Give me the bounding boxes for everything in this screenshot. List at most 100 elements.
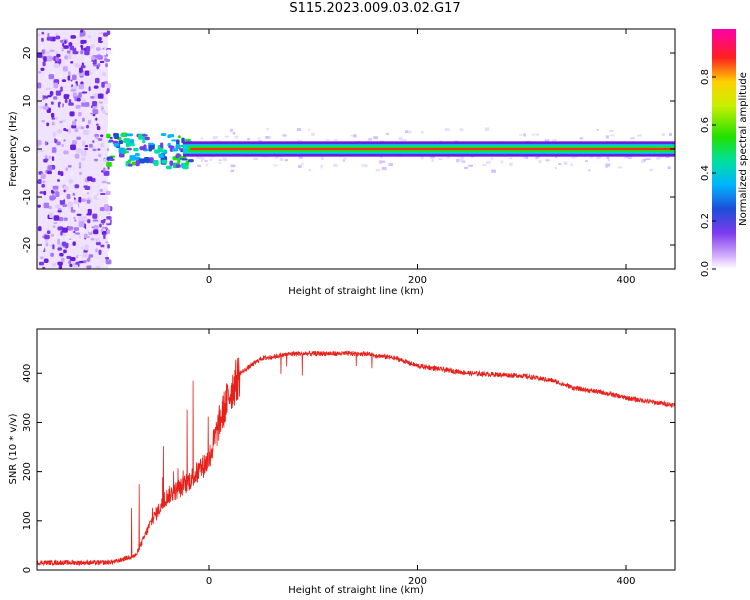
noise-speckle xyxy=(55,51,58,55)
halo-speckle xyxy=(606,156,609,159)
halo-speckle xyxy=(643,158,647,162)
noise-speckle xyxy=(37,204,41,208)
noise-speckle xyxy=(97,93,104,99)
noise-speckle xyxy=(91,56,96,61)
noise-speckle xyxy=(77,111,82,117)
noise-speckle xyxy=(80,121,86,127)
bottom-x-tick-label: 200 xyxy=(408,576,427,587)
noise-speckle xyxy=(62,119,66,122)
halo-speckle xyxy=(491,169,497,173)
noise-speckle xyxy=(62,66,68,72)
noise-speckle xyxy=(85,124,89,129)
noise-speckle xyxy=(60,175,65,181)
noise-speckle xyxy=(50,112,55,118)
noise-speckle xyxy=(49,195,55,201)
noise-speckle xyxy=(70,61,74,64)
noise-speckle xyxy=(83,233,88,239)
noise-speckle xyxy=(46,122,50,127)
noise-speckle xyxy=(69,170,74,176)
transition-blob xyxy=(134,153,140,157)
noise-speckle xyxy=(106,216,112,219)
halo-speckle xyxy=(605,163,611,167)
noise-speckle xyxy=(38,261,45,266)
noise-speckle xyxy=(106,181,111,185)
noise-speckle xyxy=(68,96,74,100)
noise-speckle xyxy=(46,55,53,62)
noise-speckle xyxy=(83,260,87,264)
noise-speckle xyxy=(92,219,99,222)
transition-blob xyxy=(169,160,174,166)
halo-speckle xyxy=(298,156,303,159)
noise-speckle xyxy=(57,170,61,176)
noise-speckle xyxy=(98,101,104,104)
noise-speckle xyxy=(101,230,107,236)
noise-speckle xyxy=(74,63,80,68)
noise-speckle xyxy=(45,238,48,244)
colorbar-label: Normalized spectral amplitude xyxy=(738,72,749,226)
noise-speckle xyxy=(46,246,53,250)
noise-speckle xyxy=(95,72,98,78)
noise-speckle xyxy=(55,56,60,62)
noise-speckle xyxy=(74,184,80,189)
noise-speckle xyxy=(75,104,81,109)
noise-speckle xyxy=(95,259,99,263)
halo-speckle xyxy=(623,155,627,159)
noise-speckle xyxy=(37,226,42,232)
halo-speckle xyxy=(463,166,469,170)
noise-speckle xyxy=(97,63,101,68)
halo-speckle xyxy=(274,156,277,159)
noise-speckle xyxy=(61,143,64,148)
noise-speckle xyxy=(78,196,82,203)
noise-speckle xyxy=(69,257,76,262)
noise-speckle xyxy=(93,225,99,230)
noise-speckle xyxy=(73,199,79,205)
transition-blob xyxy=(131,161,136,166)
halo-speckle xyxy=(301,162,304,166)
noise-speckle xyxy=(61,47,64,52)
halo-speckle xyxy=(461,155,465,160)
noise-speckle xyxy=(105,141,111,148)
noise-speckle xyxy=(56,129,63,134)
transition-blob xyxy=(129,155,136,161)
noise-speckle xyxy=(93,229,99,235)
noise-speckle xyxy=(39,157,42,160)
halo-speckle xyxy=(258,140,263,142)
noise-speckle xyxy=(37,33,41,37)
noise-speckle xyxy=(60,100,65,104)
top-y-tick-label: 10 xyxy=(22,95,33,108)
transition-blob xyxy=(139,146,145,151)
noise-speckle xyxy=(57,210,62,213)
transition-blob xyxy=(109,158,115,161)
noise-speckle xyxy=(101,180,107,184)
noise-speckle xyxy=(73,230,76,234)
noise-speckle xyxy=(65,235,70,241)
transition-blob xyxy=(158,149,166,153)
noise-speckle xyxy=(67,53,72,60)
noise-speckle xyxy=(46,36,53,41)
transition-blob xyxy=(106,133,111,139)
bottom-y-tick-label: 0 xyxy=(22,567,33,573)
transition-blob xyxy=(171,139,177,142)
noise-speckle xyxy=(74,119,78,122)
noise-speckle xyxy=(53,96,58,100)
noise-speckle xyxy=(68,71,71,77)
halo-speckle xyxy=(222,157,227,162)
halo-speckle xyxy=(407,130,412,134)
transition-blob xyxy=(165,165,172,170)
transition-blob xyxy=(118,140,124,144)
transition-blob xyxy=(175,144,180,150)
halo-speckle xyxy=(538,160,542,164)
halo-speckle xyxy=(490,157,494,160)
noise-speckle xyxy=(82,252,88,258)
noise-speckle xyxy=(66,50,71,54)
noise-speckle xyxy=(100,142,105,148)
noise-speckle xyxy=(89,227,92,233)
noise-speckle xyxy=(76,148,82,154)
noise-speckle xyxy=(105,190,111,195)
noise-speckle xyxy=(64,55,69,60)
transition-blob xyxy=(172,148,179,152)
noise-speckle xyxy=(88,254,94,258)
halo-speckle xyxy=(484,127,490,131)
noise-speckle xyxy=(102,72,107,77)
noise-speckle xyxy=(92,148,97,152)
